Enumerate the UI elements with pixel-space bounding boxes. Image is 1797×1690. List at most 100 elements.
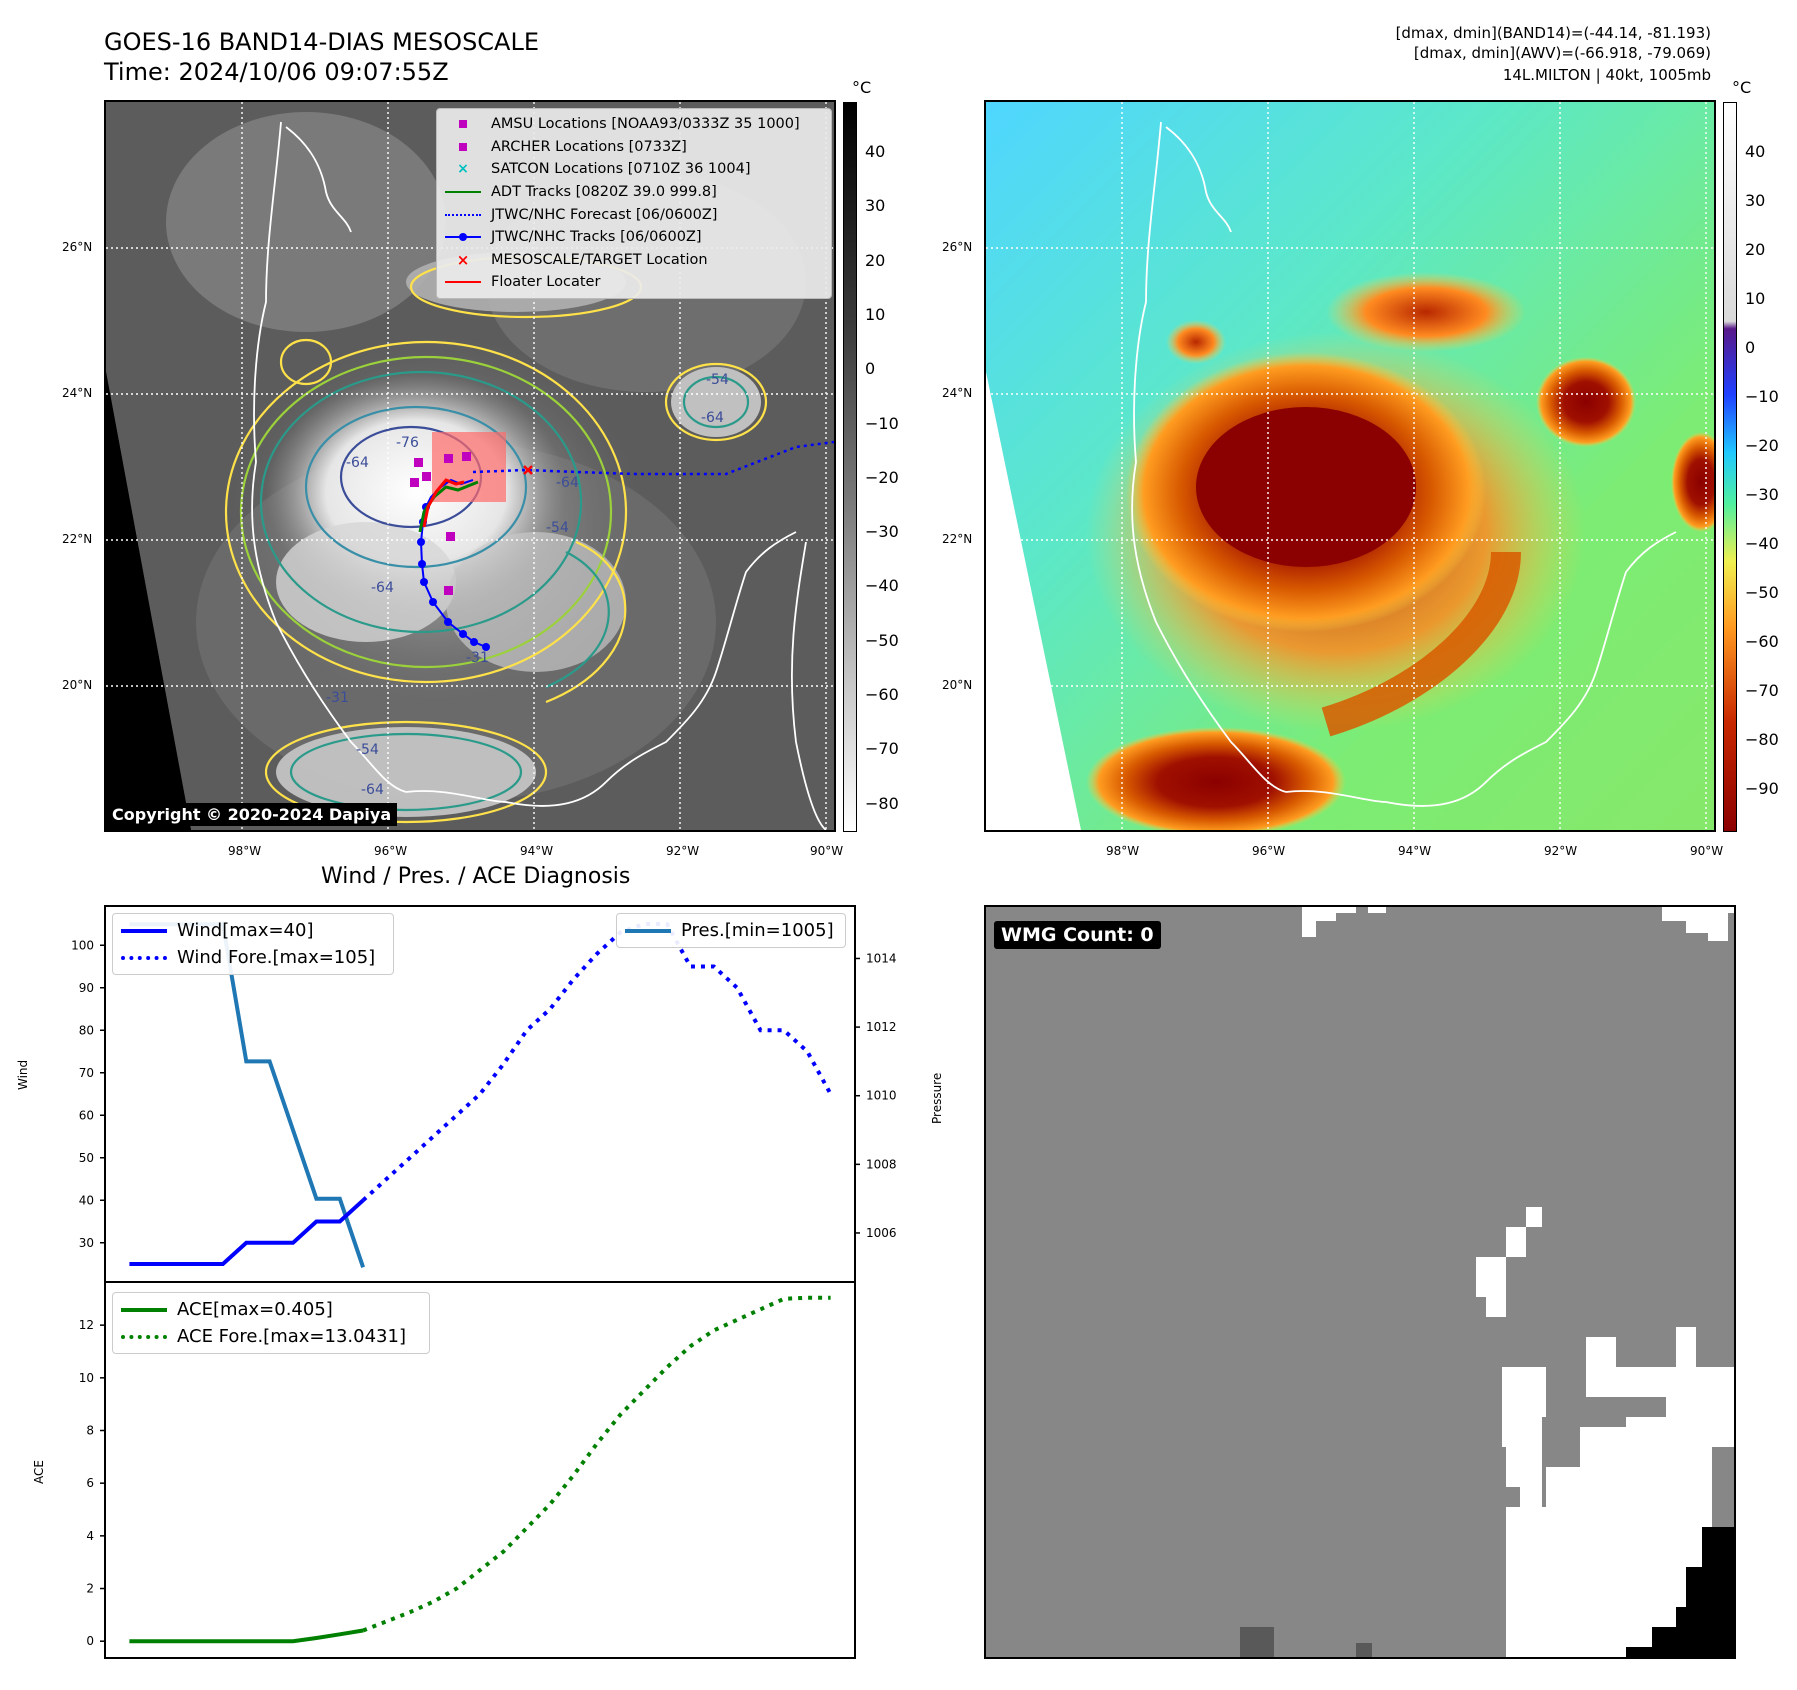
- ir-lon-label: 94°W: [520, 844, 554, 858]
- chart-time: Time: 2024/10/06 09:07:55Z: [104, 58, 449, 86]
- ir-lat-label: 22°N: [62, 532, 93, 546]
- diagnosis-title: Wind / Pres. / ACE Diagnosis: [321, 864, 631, 889]
- ir-lat-label: 24°N: [62, 386, 93, 400]
- ace-series: [129, 1628, 364, 1644]
- contour-label-5: -64: [371, 580, 394, 596]
- legend-item-tracks: JTWC/NHC Tracks [06/0600Z]: [445, 226, 823, 249]
- pressure-axis-tick-label: 1010: [866, 1089, 897, 1103]
- ace-axis-tick-label: 12: [79, 1318, 94, 1332]
- contour-label-1: -76: [396, 435, 419, 451]
- contour-label-7: -31: [326, 690, 349, 706]
- pressure-legend-observed: Pres.[min=1005]: [625, 917, 837, 944]
- awv-lat-label: 24°N: [942, 386, 973, 400]
- legend-item-forecast: JTWC/NHC Forecast [06/0600Z]: [445, 203, 823, 226]
- legend-item-satcon: × SATCON Locations [0710Z 36 1004]: [445, 158, 823, 181]
- ir-colorbar-tick: −70: [865, 739, 899, 759]
- ir-colorbar-tick: −20: [865, 467, 899, 487]
- awv-lon-label: 96°W: [1252, 844, 1286, 858]
- info-storm: 14L.MILTON | 40kt, 1005mb: [1502, 66, 1711, 84]
- ace-axis-tick-label: 2: [86, 1582, 94, 1596]
- ir-lon-label: 90°W: [810, 844, 844, 858]
- awv-colorbar-tick: −50: [1745, 583, 1779, 602]
- wind-axis-tick-label: 80: [79, 1023, 94, 1037]
- awv-colorbar-tick: −70: [1745, 681, 1779, 700]
- ace-legend: ACE[max=0.405] ACE Fore.[max=13.0431]: [112, 1292, 430, 1354]
- wmg-panel: WMG Count: 0: [984, 905, 1736, 1659]
- wind-axis-tick-label: 60: [79, 1108, 94, 1122]
- awv-colorbar-tick: 0: [1745, 338, 1756, 357]
- wind-axis-tick-label: 70: [79, 1066, 94, 1080]
- wind-legend-observed: Wind[max=40]: [121, 917, 385, 944]
- legend-item-floater: Floater Locater: [445, 271, 823, 294]
- ir-map-panel: -76 -64 -64 -54 -64 -31 -31 -54 -64 -54 …: [104, 100, 836, 832]
- info-awv-range: [dmax, dmin](AWV)=(-66.918, -79.069): [1413, 44, 1711, 62]
- ir-colorbar-tick: −10: [865, 413, 899, 433]
- ir-colorbar-unit: °C: [852, 78, 872, 97]
- ace-panel: 0 2 4 6 8 10 12: [79, 1281, 856, 1659]
- wind-axis-label: Wind: [16, 1059, 30, 1090]
- map-legend: AMSU Locations [NOAA93/0333Z 35 1000] AR…: [436, 108, 832, 299]
- legend-item-target: × MESOSCALE/TARGET Location: [445, 249, 823, 272]
- pressure-series: [129, 922, 365, 1268]
- awv-map-panel: [984, 100, 1716, 832]
- awv-lon-label: 92°W: [1544, 844, 1578, 858]
- ace-axis-tick-label: 0: [86, 1634, 94, 1648]
- ir-lon-label: 98°W: [228, 844, 262, 858]
- awv-lon-label: 94°W: [1398, 844, 1432, 858]
- awv-colorbar-tick: 10: [1745, 289, 1766, 308]
- ir-colorbar-tick: 20: [865, 250, 886, 270]
- ir-colorbar-tick: −80: [865, 793, 899, 813]
- awv-lon-label: 98°W: [1106, 844, 1140, 858]
- wmg-image: [986, 907, 1734, 1657]
- ir-colorbar-tick: 30: [865, 196, 886, 216]
- legend-item-amsu: AMSU Locations [NOAA93/0333Z 35 1000]: [445, 113, 823, 136]
- ace-axis-label: ACE: [32, 1460, 46, 1484]
- ir-colorbar-tick: −30: [865, 522, 899, 542]
- wind-axis-tick-label: 100: [71, 938, 94, 952]
- awv-map-image: [986, 102, 1714, 830]
- ace-legend-forecast: ACE Fore.[max=13.0431]: [121, 1323, 421, 1350]
- awv-colorbar-tick: −60: [1745, 632, 1779, 651]
- awv-colorbar-tick: −80: [1745, 730, 1779, 749]
- contour-label-2: -64: [346, 455, 369, 471]
- red-x-icon: ×: [456, 250, 470, 269]
- red-line-icon: [445, 275, 481, 289]
- pressure-axis-tick-label: 1008: [866, 1157, 897, 1171]
- blue-dotted-line-icon: [121, 955, 167, 960]
- ace-axis-tick-label: 10: [79, 1371, 94, 1385]
- awv-colorbar-tick: −30: [1745, 485, 1779, 504]
- ace-axis-tick-label: 8: [86, 1423, 94, 1437]
- magenta-square-icon: [445, 140, 481, 154]
- awv-lat-label: 22°N: [942, 532, 973, 546]
- wind-axis-tick-label: 40: [79, 1193, 94, 1207]
- info-band14-range: [dmax, dmin](BAND14)=(-44.14, -81.193): [1395, 24, 1711, 42]
- ace-axis-tick-label: 6: [86, 1476, 94, 1490]
- awv-lon-label: 90°W: [1690, 844, 1724, 858]
- ir-colorbar-tick: 10: [865, 304, 886, 324]
- wind-axis-tick-label: 50: [79, 1151, 94, 1165]
- awv-colorbar-tick: −40: [1745, 534, 1779, 553]
- awv-colorbar-tick: 20: [1745, 240, 1766, 259]
- ace-axis-tick-label: 4: [86, 1529, 94, 1543]
- dotted-blue-line-icon: [445, 208, 481, 222]
- pressure-line-icon: [625, 928, 671, 933]
- pressure-axis-tick-label: 1014: [866, 951, 897, 965]
- ace-forecast-series: [362, 1295, 831, 1633]
- contour-label-4: -54: [546, 520, 569, 536]
- awv-colorbar-tick: −20: [1745, 436, 1779, 455]
- magenta-square-icon: [445, 117, 481, 131]
- cyan-x-icon: ×: [457, 161, 469, 178]
- awv-colorbar: [1723, 102, 1737, 832]
- legend-item-archer: ARCHER Locations [0733Z]: [445, 136, 823, 159]
- wind-forecast-series: [361, 922, 833, 1202]
- awv-lat-label: 26°N: [942, 240, 973, 254]
- wmg-count-badge: WMG Count: 0: [994, 921, 1161, 949]
- ace-legend-observed: ACE[max=0.405]: [121, 1296, 421, 1323]
- ir-colorbar-tick: −60: [865, 685, 899, 704]
- ir-colorbar-tick: −50: [865, 630, 899, 650]
- blue-solid-line-icon: [121, 928, 167, 933]
- contour-label-10: -54: [706, 372, 729, 388]
- blue-line-dot-icon: [445, 230, 481, 244]
- wind-legend: Wind[max=40] Wind Fore.[max=105]: [112, 913, 394, 975]
- wind-axis-tick-label: 30: [79, 1236, 94, 1250]
